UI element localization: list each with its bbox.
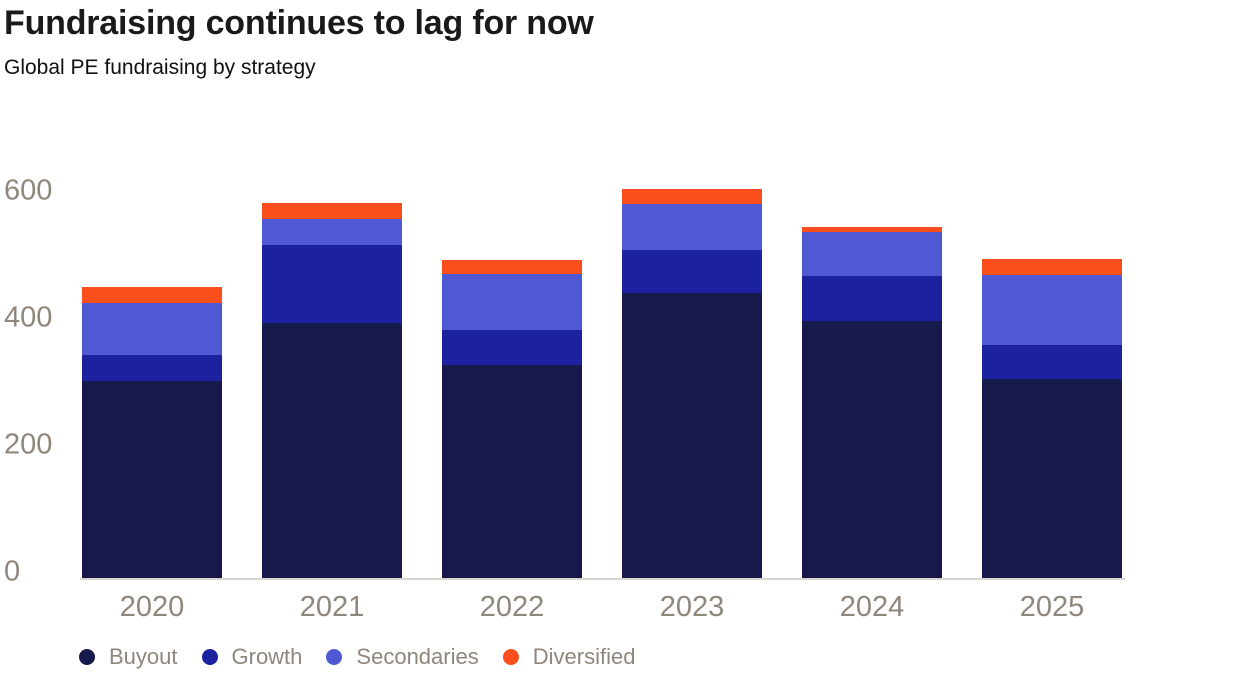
bar-segment-secondaries-2022 xyxy=(442,274,582,331)
legend-label-secondaries: Secondaries xyxy=(356,644,479,669)
bar-segment-diversified-2024 xyxy=(802,226,942,233)
bar-segment-diversified-2020 xyxy=(82,287,222,304)
legend-item-diversified: Diversified xyxy=(502,644,636,670)
legend-dot-growth-icon xyxy=(201,649,218,665)
bar-segment-diversified-2023 xyxy=(622,188,762,205)
chart-title: Fundraising continues to lag for now xyxy=(4,4,594,42)
legend-dot-diversified-icon xyxy=(502,649,519,665)
x-axis-baseline xyxy=(80,578,1125,580)
y-axis-tick-400: 400 xyxy=(4,301,53,334)
bar-segment-secondaries-2021 xyxy=(262,219,402,245)
chart-subtitle: Global PE fundraising by strategy xyxy=(4,56,316,79)
bar-segment-diversified-2022 xyxy=(442,259,582,275)
x-axis-tick-2021: 2021 xyxy=(299,591,365,623)
bar-segment-secondaries-2020 xyxy=(82,303,222,355)
bar-segment-growth-2022 xyxy=(442,330,582,365)
legend-item-buyout: Buyout xyxy=(79,644,178,670)
bar-segment-buyout-2020 xyxy=(82,380,222,578)
bar-segment-growth-2021 xyxy=(262,244,402,323)
legend-label-growth: Growth xyxy=(231,644,303,669)
bar-segment-buyout-2024 xyxy=(802,321,942,578)
bar-segment-growth-2024 xyxy=(802,276,942,322)
y-axis-tick-600: 600 xyxy=(4,174,53,207)
y-axis-tick-0: 0 xyxy=(4,555,21,588)
bar-segment-buyout-2021 xyxy=(262,322,402,578)
x-axis-tick-2022: 2022 xyxy=(479,591,545,623)
bar-segment-growth-2023 xyxy=(622,249,762,294)
x-axis-tick-2020: 2020 xyxy=(119,591,185,623)
bar-segment-growth-2020 xyxy=(82,354,222,381)
bar-segment-secondaries-2024 xyxy=(802,232,942,277)
x-axis-tick-2023: 2023 xyxy=(659,591,725,623)
bar-segment-secondaries-2025 xyxy=(982,275,1122,345)
bar-segment-buyout-2023 xyxy=(622,293,762,578)
chart-legend: Buyout Growth Secondaries Diversified xyxy=(79,644,635,670)
legend-dot-secondaries-icon xyxy=(326,649,343,665)
legend-dot-buyout-icon xyxy=(79,649,95,665)
bar-segment-diversified-2025 xyxy=(982,259,1122,276)
bar-segment-buyout-2025 xyxy=(982,378,1122,578)
bar-segment-diversified-2021 xyxy=(262,202,402,220)
x-axis-tick-2024: 2024 xyxy=(839,591,905,623)
legend-label-buyout: Buyout xyxy=(109,644,178,669)
legend-item-growth: Growth xyxy=(201,644,303,670)
x-axis-tick-2025: 2025 xyxy=(1019,591,1085,623)
bar-segment-buyout-2022 xyxy=(442,364,582,578)
legend-label-diversified: Diversified xyxy=(532,644,636,669)
y-axis-tick-200: 200 xyxy=(4,428,53,461)
bar-segment-growth-2025 xyxy=(982,344,1122,379)
bar-segment-secondaries-2023 xyxy=(622,204,762,250)
legend-item-secondaries: Secondaries xyxy=(326,644,479,670)
